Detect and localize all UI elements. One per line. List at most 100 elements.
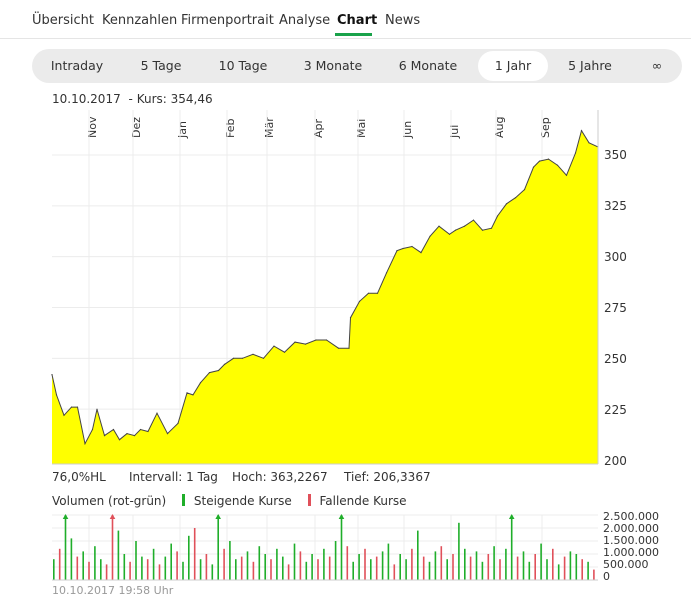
volume-bar xyxy=(540,543,542,580)
vol-tick-2000000: 2.000.000 xyxy=(603,522,659,535)
volume-bar xyxy=(158,564,161,580)
volume-bar xyxy=(135,541,137,580)
volume-overflow-arrow xyxy=(508,514,515,519)
price-point xyxy=(118,439,121,441)
volume-bar xyxy=(475,551,478,580)
tab-kennzahlen[interactable]: Kennzahlen xyxy=(102,13,178,28)
y-tick-325: 325 xyxy=(604,199,627,213)
volume-bar xyxy=(458,522,460,580)
volume-bar xyxy=(358,554,360,580)
price-point xyxy=(448,233,451,235)
price-point xyxy=(70,406,73,408)
section-tabs: Übersicht Kennzahlen Firmenportrait Anal… xyxy=(0,0,691,39)
price-point xyxy=(337,347,340,349)
range-3-monate[interactable]: 3 Monate xyxy=(303,58,363,73)
volume-bar xyxy=(235,559,237,580)
volume-bar xyxy=(146,559,149,580)
tab-chart[interactable]: Chart xyxy=(337,13,378,28)
price-point xyxy=(294,341,296,343)
volume-bar xyxy=(188,535,190,580)
price-point xyxy=(156,412,158,414)
volume-bar xyxy=(311,554,313,580)
volume-bar xyxy=(199,559,202,580)
volume-bar xyxy=(317,559,319,580)
volume-bar xyxy=(76,556,79,580)
volume-bar xyxy=(205,554,208,580)
range-6-monate[interactable]: 6 Monate xyxy=(398,58,458,73)
volume-bar xyxy=(563,556,566,580)
volume-bar xyxy=(352,561,354,580)
volume-bar xyxy=(170,543,172,580)
volume-bar xyxy=(293,543,296,580)
volume-bar xyxy=(328,556,331,580)
price-point xyxy=(481,229,484,231)
price-point xyxy=(76,406,79,408)
range-5-tage[interactable]: 5 Tage xyxy=(140,58,182,73)
tab-news[interactable]: News xyxy=(385,13,421,28)
price-point xyxy=(63,414,65,416)
price-point xyxy=(348,347,350,349)
price-point xyxy=(283,351,286,353)
price-point xyxy=(367,292,370,294)
price-point xyxy=(349,317,352,319)
price-point xyxy=(126,433,128,435)
volume-bar xyxy=(393,564,396,580)
volume-bar xyxy=(141,556,143,580)
price-point xyxy=(490,227,493,229)
volume-bar xyxy=(440,546,443,580)
range-1-jahr[interactable]: 1 Jahr xyxy=(478,51,548,81)
price-point xyxy=(55,394,58,396)
y-tick-350: 350 xyxy=(604,148,627,162)
volume-bar xyxy=(282,556,284,580)
price-point xyxy=(358,300,361,302)
volume-bar xyxy=(487,554,490,580)
volume-legend: Volumen (rot-grün) Steigende Kurse Falle… xyxy=(52,494,407,508)
falling-swatch xyxy=(307,494,311,506)
price-point xyxy=(376,292,379,294)
volume-bar xyxy=(364,548,366,580)
volume-bar xyxy=(557,564,560,580)
rising-swatch xyxy=(182,494,186,506)
volume-bar xyxy=(593,569,595,580)
volume-bar xyxy=(464,548,466,580)
volume-bar xyxy=(252,561,255,580)
volume-bar xyxy=(346,546,349,580)
volume-bar xyxy=(417,530,419,580)
volume-bar xyxy=(240,556,243,580)
chart-date: 10.10.2017 xyxy=(52,92,121,106)
volume-bar xyxy=(223,548,225,580)
price-point xyxy=(472,219,475,221)
price-point xyxy=(429,235,431,237)
range-intraday[interactable]: Intraday xyxy=(50,58,104,73)
vol-tick-1500000: 1.500.000 xyxy=(603,534,659,547)
y-tick-200: 200 xyxy=(604,454,627,468)
volume-bar xyxy=(258,546,261,580)
volume-bar xyxy=(229,541,231,580)
range-10-tage[interactable]: 10 Tage xyxy=(218,58,268,73)
price-point xyxy=(547,158,550,160)
price-point xyxy=(103,435,106,437)
price-point xyxy=(147,430,149,433)
volume-bar xyxy=(211,564,214,580)
y-tick-225: 225 xyxy=(604,403,627,417)
price-point xyxy=(505,203,508,205)
active-tab-indicator xyxy=(335,33,372,36)
y-tick-275: 275 xyxy=(604,301,627,315)
volume-bar xyxy=(299,551,302,580)
stat-low: Tief: 206,3367 xyxy=(344,470,431,484)
vol-tick-1000000: 1.000.000 xyxy=(603,546,659,559)
volume-bar xyxy=(370,559,372,580)
price-line xyxy=(51,129,599,446)
tab-uebersicht[interactable]: Übersicht xyxy=(32,13,94,28)
tab-firmenportrait[interactable]: Firmenportrait xyxy=(181,13,274,28)
range-max[interactable]: ∞ xyxy=(651,58,663,73)
tab-analyse[interactable]: Analyse xyxy=(279,13,331,28)
volume-bar xyxy=(276,548,278,580)
price-point xyxy=(223,363,226,365)
price-point xyxy=(385,272,388,274)
price-point xyxy=(51,374,53,376)
range-5-jahre[interactable]: 5 Jahre xyxy=(568,58,612,73)
price-point xyxy=(177,422,179,424)
volume-overflow-arrow xyxy=(338,514,345,519)
